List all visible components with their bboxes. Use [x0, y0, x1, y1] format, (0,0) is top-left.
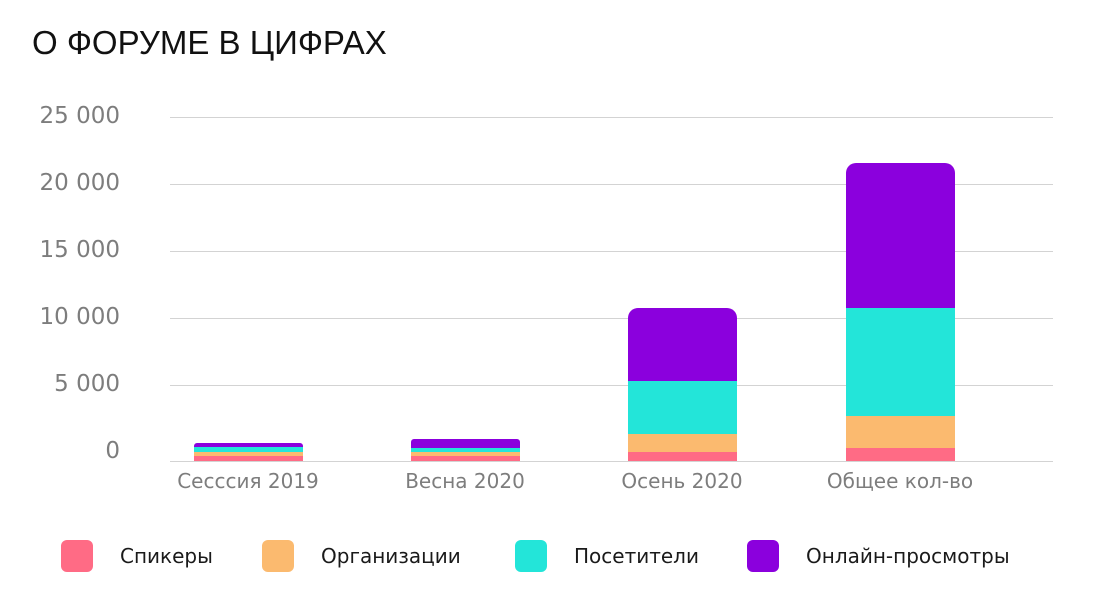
bar-segment[interactable] — [194, 451, 303, 457]
bar-segment[interactable] — [194, 443, 303, 447]
bar-segment[interactable] — [628, 452, 737, 461]
gridline — [170, 461, 1053, 462]
legend: Спикеры Организации Посетители Онлайн-пр… — [0, 540, 1098, 574]
bar-segment[interactable] — [194, 456, 303, 461]
bar-stack[interactable] — [628, 308, 737, 461]
bar-segment[interactable] — [628, 308, 737, 381]
bar-segment[interactable] — [846, 448, 955, 461]
legend-label: Организации — [321, 544, 461, 568]
gridline — [170, 385, 1053, 386]
bar-segment[interactable] — [411, 447, 520, 452]
bar-segment[interactable] — [194, 446, 303, 452]
bar-segment[interactable] — [411, 451, 520, 457]
legend-swatch-visitors — [515, 540, 547, 572]
bar-segment[interactable] — [846, 416, 955, 449]
gridline — [170, 318, 1053, 319]
y-tick-label: 20 000 — [39, 170, 120, 196]
y-tick-label: 15 000 — [39, 237, 120, 263]
legend-item-online-views[interactable]: Онлайн-просмотры — [747, 540, 1010, 572]
bar-segment[interactable] — [411, 439, 520, 448]
bar-segment[interactable] — [628, 434, 737, 453]
bar-segment[interactable] — [846, 307, 955, 417]
x-tick-label: Сесссия 2019 — [177, 469, 319, 493]
legend-item-visitors[interactable]: Посетители — [515, 540, 699, 572]
y-tick-label: 0 — [105, 438, 120, 464]
legend-label: Онлайн-просмотры — [806, 544, 1010, 568]
gridline — [170, 117, 1053, 118]
bar-segment[interactable] — [628, 380, 737, 435]
y-tick-label: 10 000 — [39, 304, 120, 330]
legend-item-organizations[interactable]: Организации — [262, 540, 461, 572]
page-title: О ФОРУМЕ В ЦИФРАХ — [32, 24, 387, 61]
y-tick-label: 5 000 — [54, 371, 120, 397]
gridline — [170, 184, 1053, 185]
x-tick-label: Осень 2020 — [621, 469, 743, 493]
bar-stack[interactable] — [411, 439, 520, 461]
legend-label: Посетители — [574, 544, 699, 568]
legend-label: Спикеры — [120, 544, 213, 568]
stacked-bar-chart: 25 000 20 000 15 000 10 000 5 000 0 Сесссия 2… — [39, 103, 1053, 493]
legend-swatch-organizations — [262, 540, 294, 572]
bar-stack[interactable] — [846, 163, 955, 461]
x-tick-label: Весна 2020 — [405, 469, 525, 493]
x-tick-label: Общее кол-во — [826, 469, 974, 493]
legend-swatch-speakers — [61, 540, 93, 572]
bar-stack[interactable] — [194, 443, 303, 461]
legend-item-speakers[interactable]: Спикеры — [61, 540, 213, 572]
bar-segment[interactable] — [846, 163, 955, 308]
legend-swatch-online-views — [747, 540, 779, 572]
bar-segment[interactable] — [411, 456, 520, 461]
gridline — [170, 251, 1053, 252]
y-tick-label: 25 000 — [39, 103, 120, 129]
